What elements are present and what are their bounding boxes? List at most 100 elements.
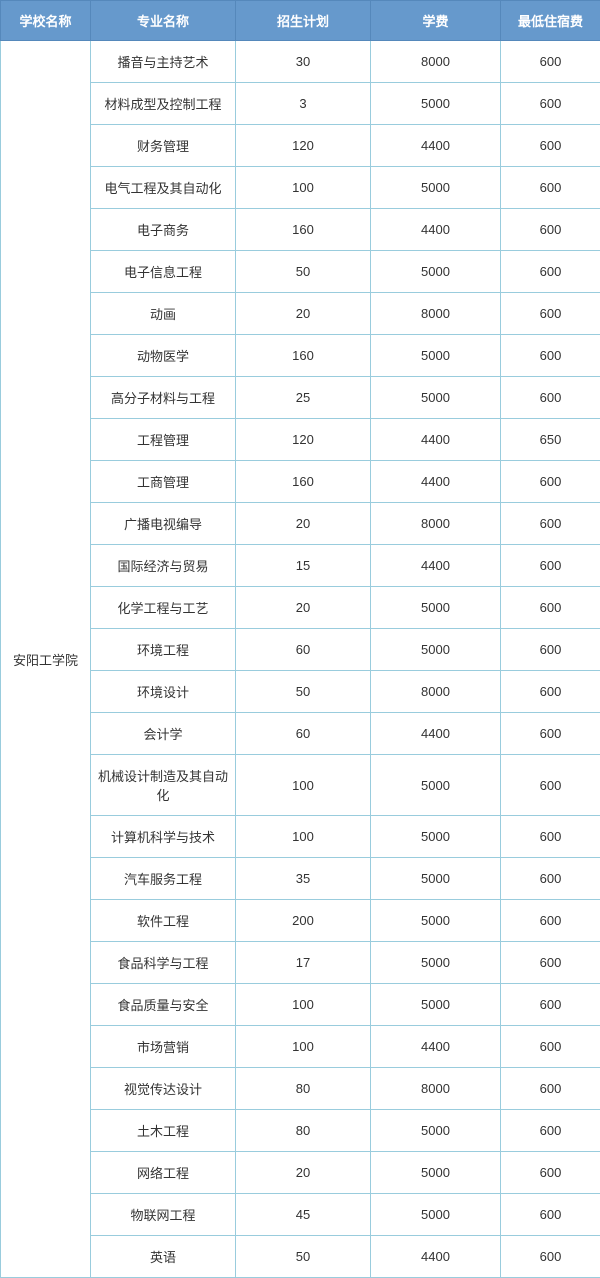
table-row: 材料成型及控制工程35000600 [1,83,600,125]
plan-cell: 80 [236,1110,371,1152]
fee-cell: 4400 [371,713,501,755]
plan-cell: 60 [236,713,371,755]
fee-cell: 8000 [371,41,501,83]
table-row: 计算机科学与技术1005000600 [1,816,600,858]
fee-cell: 5000 [371,1110,501,1152]
fee-cell: 8000 [371,671,501,713]
plan-cell: 20 [236,587,371,629]
major-cell: 动物医学 [91,335,236,377]
plan-cell: 160 [236,209,371,251]
table-row: 土木工程805000600 [1,1110,600,1152]
plan-cell: 20 [236,503,371,545]
major-cell: 环境工程 [91,629,236,671]
fee-cell: 5000 [371,1194,501,1236]
dorm-cell: 600 [501,900,600,942]
fee-cell: 5000 [371,816,501,858]
dorm-cell: 600 [501,1068,600,1110]
major-cell: 英语 [91,1236,236,1278]
plan-cell: 100 [236,167,371,209]
table-row: 化学工程与工艺205000600 [1,587,600,629]
fee-cell: 5000 [371,984,501,1026]
fee-cell: 5000 [371,755,501,816]
dorm-cell: 600 [501,41,600,83]
fee-cell: 4400 [371,125,501,167]
fee-cell: 4400 [371,1026,501,1068]
table-row: 工程管理1204400650 [1,419,600,461]
table-row: 食品质量与安全1005000600 [1,984,600,1026]
dorm-cell: 600 [501,251,600,293]
table-row: 英语504400600 [1,1236,600,1278]
dorm-cell: 600 [501,1152,600,1194]
plan-cell: 25 [236,377,371,419]
plan-cell: 100 [236,755,371,816]
dorm-cell: 600 [501,984,600,1026]
admission-table: 学校名称 专业名称 招生计划 学费 最低住宿费 安阳工学院播音与主持艺术3080… [0,0,600,1278]
major-cell: 环境设计 [91,671,236,713]
dorm-cell: 600 [501,209,600,251]
fee-cell: 5000 [371,587,501,629]
fee-cell: 5000 [371,167,501,209]
dorm-cell: 600 [501,816,600,858]
table-header: 学校名称 专业名称 招生计划 学费 最低住宿费 [1,1,600,41]
plan-cell: 160 [236,335,371,377]
admission-table-container: 学校名称 专业名称 招生计划 学费 最低住宿费 安阳工学院播音与主持艺术3080… [0,0,600,1278]
dorm-cell: 600 [501,545,600,587]
major-cell: 工程管理 [91,419,236,461]
table-row: 高分子材料与工程255000600 [1,377,600,419]
plan-cell: 50 [236,251,371,293]
major-cell: 食品科学与工程 [91,942,236,984]
dorm-cell: 600 [501,587,600,629]
table-row: 食品科学与工程175000600 [1,942,600,984]
table-row: 工商管理1604400600 [1,461,600,503]
plan-cell: 35 [236,858,371,900]
table-row: 动物医学1605000600 [1,335,600,377]
plan-cell: 15 [236,545,371,587]
table-row: 动画208000600 [1,293,600,335]
plan-cell: 17 [236,942,371,984]
table-row: 安阳工学院播音与主持艺术308000600 [1,41,600,83]
fee-cell: 4400 [371,419,501,461]
major-cell: 市场营销 [91,1026,236,1068]
fee-cell: 5000 [371,1152,501,1194]
major-cell: 播音与主持艺术 [91,41,236,83]
table-row: 电气工程及其自动化1005000600 [1,167,600,209]
plan-cell: 120 [236,419,371,461]
fee-cell: 4400 [371,545,501,587]
dorm-cell: 600 [501,671,600,713]
table-row: 国际经济与贸易154400600 [1,545,600,587]
dorm-cell: 600 [501,461,600,503]
major-cell: 材料成型及控制工程 [91,83,236,125]
header-school: 学校名称 [1,1,91,41]
dorm-cell: 600 [501,1194,600,1236]
header-fee: 学费 [371,1,501,41]
plan-cell: 3 [236,83,371,125]
major-cell: 机械设计制造及其自动化 [91,755,236,816]
table-row: 机械设计制造及其自动化1005000600 [1,755,600,816]
dorm-cell: 600 [501,629,600,671]
plan-cell: 100 [236,984,371,1026]
table-row: 软件工程2005000600 [1,900,600,942]
major-cell: 广播电视编导 [91,503,236,545]
fee-cell: 5000 [371,251,501,293]
fee-cell: 5000 [371,942,501,984]
fee-cell: 5000 [371,900,501,942]
fee-cell: 5000 [371,83,501,125]
dorm-cell: 600 [501,83,600,125]
fee-cell: 5000 [371,335,501,377]
table-row: 市场营销1004400600 [1,1026,600,1068]
plan-cell: 50 [236,1236,371,1278]
table-row: 环境设计508000600 [1,671,600,713]
plan-cell: 80 [236,1068,371,1110]
header-plan: 招生计划 [236,1,371,41]
fee-cell: 4400 [371,461,501,503]
table-row: 广播电视编导208000600 [1,503,600,545]
table-row: 物联网工程455000600 [1,1194,600,1236]
fee-cell: 5000 [371,858,501,900]
major-cell: 网络工程 [91,1152,236,1194]
major-cell: 物联网工程 [91,1194,236,1236]
header-dorm: 最低住宿费 [501,1,600,41]
plan-cell: 160 [236,461,371,503]
major-cell: 电子信息工程 [91,251,236,293]
dorm-cell: 600 [501,942,600,984]
major-cell: 电气工程及其自动化 [91,167,236,209]
